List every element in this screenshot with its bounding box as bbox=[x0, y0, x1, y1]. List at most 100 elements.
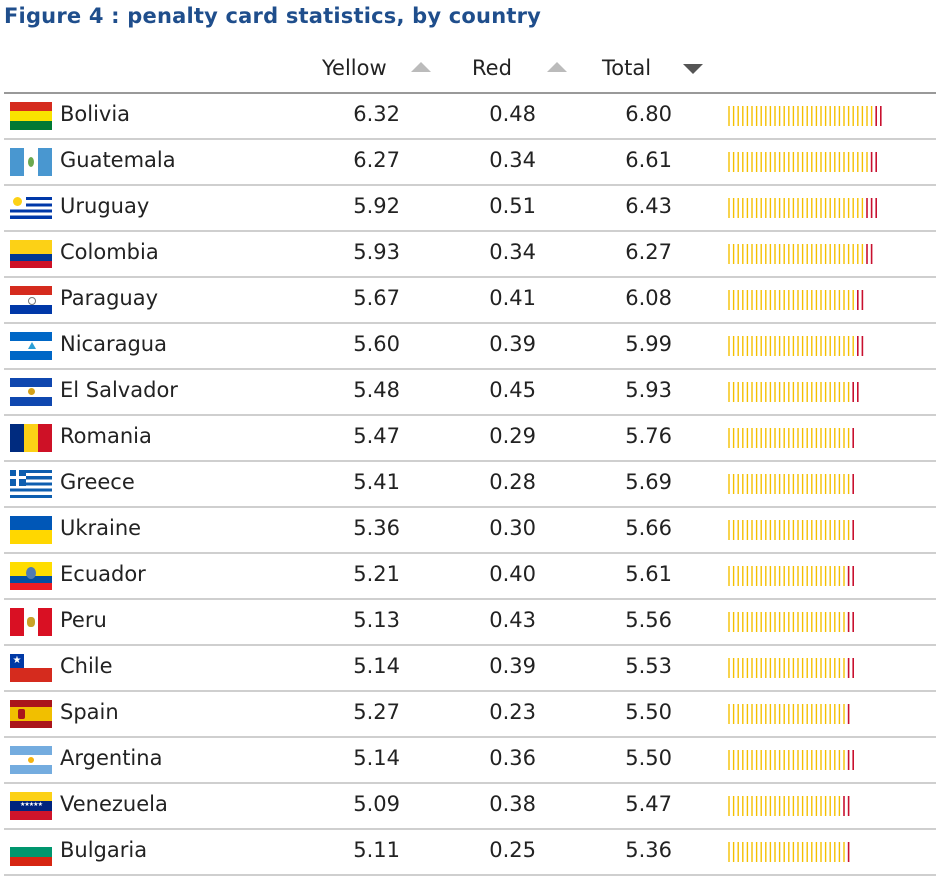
total-value: 6.27 bbox=[625, 240, 672, 264]
total-value: 5.47 bbox=[625, 792, 672, 816]
table-row: Paraguay 5.67 0.41 6.08 bbox=[4, 278, 936, 324]
country-label: Argentina bbox=[60, 746, 163, 770]
red-value: 0.36 bbox=[489, 746, 536, 770]
total-value: 5.53 bbox=[625, 654, 672, 678]
bulgaria-flag bbox=[10, 838, 52, 866]
table-row: ★ Chile 5.14 0.39 5.53 bbox=[4, 646, 936, 692]
red-value: 0.38 bbox=[489, 792, 536, 816]
country-label: Ukraine bbox=[60, 516, 142, 540]
red-value: 0.25 bbox=[489, 838, 536, 862]
table-row: Greece 5.41 0.28 5.69 bbox=[4, 462, 936, 508]
yellow-value: 5.41 bbox=[353, 470, 400, 494]
country-label: Bulgaria bbox=[60, 838, 148, 862]
bolivia-flag bbox=[10, 102, 52, 130]
column-header-total[interactable]: Total bbox=[602, 56, 652, 80]
sort-ascending-icon[interactable] bbox=[547, 62, 567, 72]
table-row: El Salvador 5.48 0.45 5.93 bbox=[4, 370, 936, 416]
yellow-value: 5.93 bbox=[353, 240, 400, 264]
yellow-value: 5.11 bbox=[353, 838, 400, 862]
country-label: Spain bbox=[60, 700, 119, 724]
total-value: 5.50 bbox=[625, 746, 672, 770]
yellow-value: 6.32 bbox=[353, 102, 400, 126]
red-value: 0.43 bbox=[489, 608, 536, 632]
sort-ascending-icon[interactable] bbox=[411, 62, 431, 72]
spain-flag bbox=[10, 700, 52, 728]
table-row: Ukraine 5.36 0.30 5.66 bbox=[4, 508, 936, 554]
country-label: Colombia bbox=[60, 240, 159, 264]
table-row: Bulgaria 5.11 0.25 5.36 bbox=[4, 830, 936, 876]
card-bar bbox=[728, 842, 850, 862]
country-label: Greece bbox=[60, 470, 135, 494]
total-value: 5.61 bbox=[625, 562, 672, 586]
country-label: Chile bbox=[60, 654, 113, 678]
country-label: Ecuador bbox=[60, 562, 146, 586]
card-bar bbox=[728, 474, 854, 494]
ecuador-flag bbox=[10, 562, 52, 590]
country-label: Guatemala bbox=[60, 148, 176, 172]
yellow-value: 5.09 bbox=[353, 792, 400, 816]
card-bar bbox=[728, 612, 854, 632]
total-value: 6.08 bbox=[625, 286, 672, 310]
table-row: Romania 5.47 0.29 5.76 bbox=[4, 416, 936, 462]
yellow-value: 5.13 bbox=[353, 608, 400, 632]
colombia-flag bbox=[10, 240, 52, 268]
total-value: 5.69 bbox=[625, 470, 672, 494]
country-label: Venezuela bbox=[60, 792, 168, 816]
red-value: 0.51 bbox=[489, 194, 536, 218]
venezuela-flag: ★★★★★ bbox=[10, 792, 52, 820]
column-header-yellow[interactable]: Yellow bbox=[322, 56, 387, 80]
table-row: Ecuador 5.21 0.40 5.61 bbox=[4, 554, 936, 600]
card-bar bbox=[728, 520, 854, 540]
country-label: Paraguay bbox=[60, 286, 159, 310]
yellow-value: 5.48 bbox=[353, 378, 400, 402]
table-row: Argentina 5.14 0.36 5.50 bbox=[4, 738, 936, 784]
red-value: 0.41 bbox=[489, 286, 536, 310]
chile-flag: ★ bbox=[10, 654, 52, 682]
card-bar bbox=[728, 336, 864, 356]
card-bar bbox=[728, 704, 850, 724]
total-value: 6.61 bbox=[625, 148, 672, 172]
country-label: Nicaragua bbox=[60, 332, 167, 356]
card-bar bbox=[728, 566, 854, 586]
table-row: Spain 5.27 0.23 5.50 bbox=[4, 692, 936, 738]
ukraine-flag bbox=[10, 516, 52, 544]
romania-flag bbox=[10, 424, 52, 452]
card-bar bbox=[728, 106, 882, 126]
table-row: Nicaragua 5.60 0.39 5.99 bbox=[4, 324, 936, 370]
table-row: Colombia 5.93 0.34 6.27 bbox=[4, 232, 936, 278]
red-value: 0.40 bbox=[489, 562, 536, 586]
table-row: Peru 5.13 0.43 5.56 bbox=[4, 600, 936, 646]
greece-flag bbox=[10, 470, 52, 498]
sort-descending-icon[interactable] bbox=[683, 64, 703, 74]
country-label: El Salvador bbox=[60, 378, 178, 402]
total-value: 5.99 bbox=[625, 332, 672, 356]
card-bar bbox=[728, 658, 854, 678]
card-bar bbox=[728, 152, 877, 172]
total-value: 5.36 bbox=[625, 838, 672, 862]
card-bar bbox=[728, 198, 877, 218]
header-divider bbox=[4, 92, 936, 94]
table-header: Yellow Red Total bbox=[0, 50, 936, 90]
country-label: Bolivia bbox=[60, 102, 131, 126]
total-value: 5.93 bbox=[625, 378, 672, 402]
red-value: 0.34 bbox=[489, 148, 536, 172]
peru-flag bbox=[10, 608, 52, 636]
uruguay-flag bbox=[10, 194, 52, 222]
argentina-flag bbox=[10, 746, 52, 774]
card-bar bbox=[728, 796, 850, 816]
yellow-value: 5.27 bbox=[353, 700, 400, 724]
yellow-value: 5.60 bbox=[353, 332, 400, 356]
card-bar bbox=[728, 244, 873, 264]
table-row: Bolivia 6.32 0.48 6.80 bbox=[4, 94, 936, 140]
total-value: 6.43 bbox=[625, 194, 672, 218]
red-value: 0.30 bbox=[489, 516, 536, 540]
yellow-value: 6.27 bbox=[353, 148, 400, 172]
yellow-value: 5.21 bbox=[353, 562, 400, 586]
red-value: 0.29 bbox=[489, 424, 536, 448]
yellow-value: 5.92 bbox=[353, 194, 400, 218]
country-label: Peru bbox=[60, 608, 107, 632]
total-value: 5.56 bbox=[625, 608, 672, 632]
column-header-red[interactable]: Red bbox=[472, 56, 512, 80]
guatemala-flag bbox=[10, 148, 52, 176]
table-row: Uruguay 5.92 0.51 6.43 bbox=[4, 186, 936, 232]
